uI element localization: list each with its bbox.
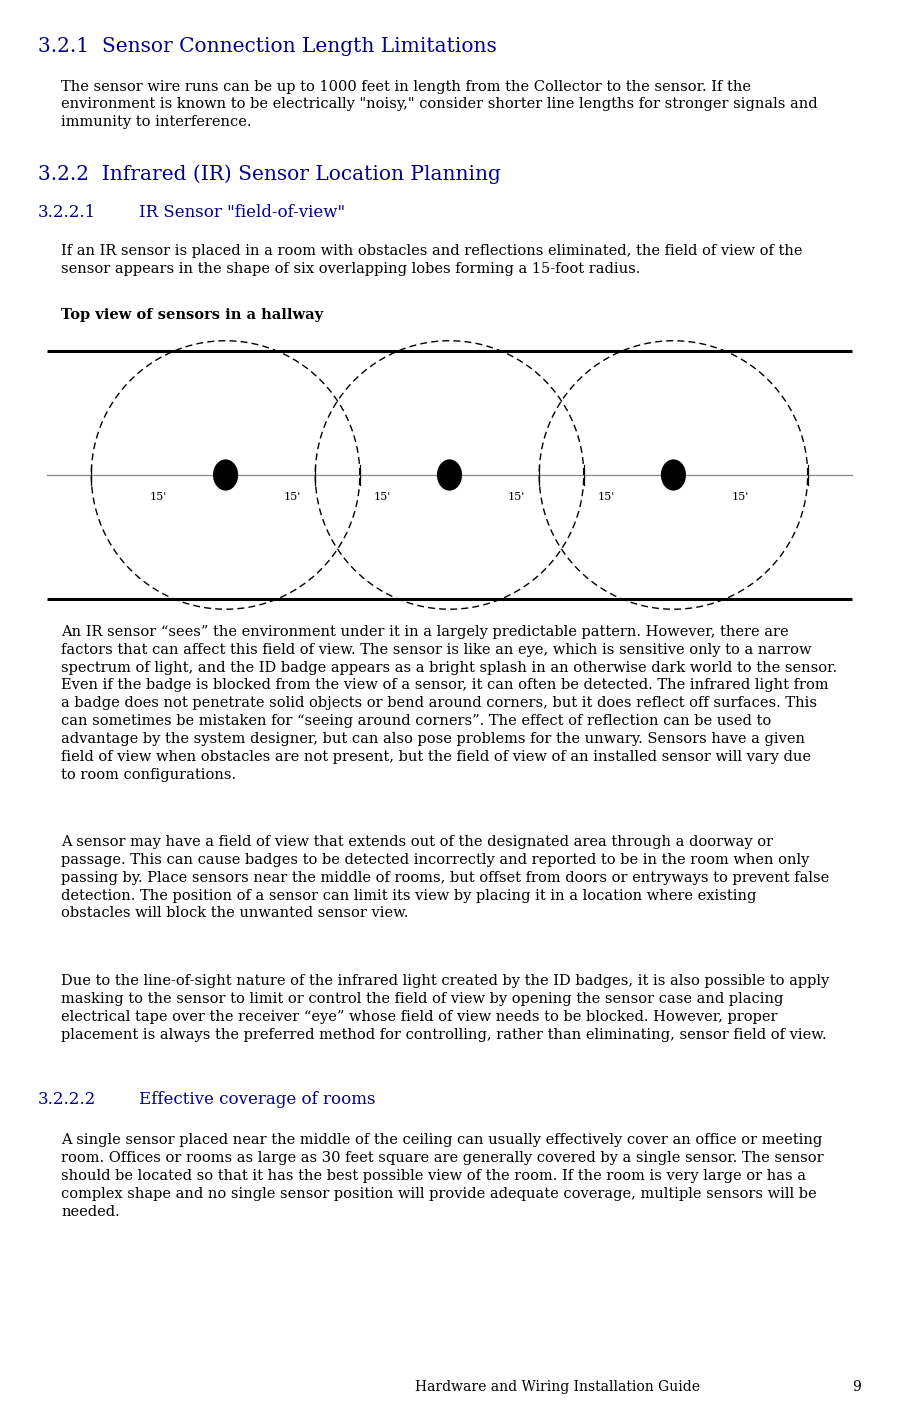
- Text: Due to the line-of-sight nature of the infrared light created by the ID badges, : Due to the line-of-sight nature of the i…: [61, 974, 830, 1042]
- Text: Hardware and Wiring Installation Guide: Hardware and Wiring Installation Guide: [414, 1380, 700, 1394]
- Text: 15': 15': [374, 493, 391, 503]
- Text: 15': 15': [598, 493, 615, 503]
- Text: IR Sensor "field-of-view": IR Sensor "field-of-view": [139, 204, 345, 222]
- Text: 15': 15': [150, 493, 167, 503]
- Text: 15': 15': [508, 493, 525, 503]
- Text: Top view of sensors in a hallway: Top view of sensors in a hallway: [61, 308, 324, 322]
- Text: 3.2.2.1: 3.2.2.1: [38, 204, 96, 222]
- Text: If an IR sensor is placed in a room with obstacles and reflections eliminated, t: If an IR sensor is placed in a room with…: [61, 244, 803, 275]
- Ellipse shape: [661, 460, 686, 491]
- Text: The sensor wire runs can be up to 1000 feet in length from the Collector to the : The sensor wire runs can be up to 1000 f…: [61, 80, 818, 129]
- Text: 15': 15': [284, 493, 301, 503]
- Text: An IR sensor “sees” the environment under it in a largely predictable pattern. H: An IR sensor “sees” the environment unde…: [61, 625, 837, 781]
- Text: 15': 15': [732, 493, 749, 503]
- Text: Effective coverage of rooms: Effective coverage of rooms: [139, 1091, 376, 1108]
- Text: A single sensor placed near the middle of the ceiling can usually effectively co: A single sensor placed near the middle o…: [61, 1133, 823, 1218]
- Text: 3.2.2.2: 3.2.2.2: [38, 1091, 96, 1108]
- Ellipse shape: [437, 460, 462, 491]
- Text: 9: 9: [852, 1380, 861, 1394]
- Text: 3.2.2  Infrared (IR) Sensor Location Planning: 3.2.2 Infrared (IR) Sensor Location Plan…: [38, 165, 501, 185]
- Ellipse shape: [213, 460, 238, 491]
- Text: 3.2.1  Sensor Connection Length Limitations: 3.2.1 Sensor Connection Length Limitatio…: [38, 37, 496, 55]
- Text: A sensor may have a field of view that extends out of the designated area throug: A sensor may have a field of view that e…: [61, 835, 830, 920]
